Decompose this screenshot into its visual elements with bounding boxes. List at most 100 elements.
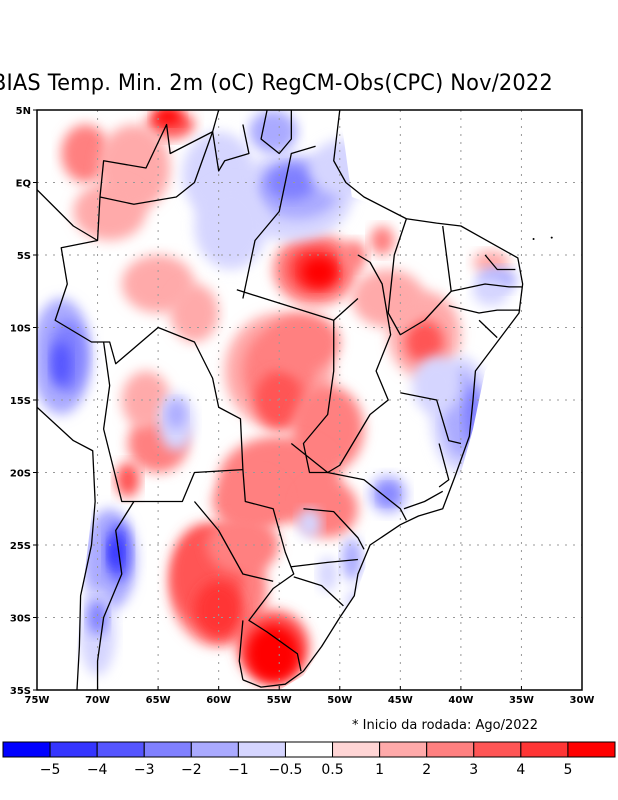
lat-tick-label: 35S [10, 686, 31, 697]
bias-contour [351, 269, 425, 328]
colorbar-box [237, 741, 286, 758]
bias-contour [317, 556, 338, 592]
bias-contour [212, 472, 286, 531]
graticule [37, 110, 582, 690]
pacific-coastline [37, 406, 96, 690]
atoll-das-rocas [550, 236, 553, 239]
atlantic-ocean [279, 110, 582, 690]
lat-tick-label: 20S [10, 469, 31, 480]
ms-sp-mg-border [290, 442, 407, 521]
uruguay-border [238, 620, 244, 680]
lon-tick-label: 35W [509, 695, 534, 706]
lon-tick-label: 55W [267, 695, 292, 706]
lat-tick-label: 10S [10, 324, 31, 335]
bias-contour [194, 182, 268, 270]
colorbar-box [190, 741, 239, 758]
brazil-western-border [54, 110, 302, 672]
colorbar-box [567, 741, 616, 758]
lat-tick-label: EQ [16, 179, 31, 190]
colorbar-label: −3 [134, 762, 155, 778]
guyana-border [211, 124, 250, 172]
goias-tocantins-borders [302, 254, 392, 474]
ma-pi-border [387, 218, 408, 336]
lat-tick-label: 30S [10, 614, 31, 625]
bias-contour [194, 581, 243, 640]
lat-tick-label: 5N [16, 106, 31, 117]
ba-mg-border [400, 392, 462, 445]
bias-contour [246, 624, 300, 683]
colorbar-label: 5 [563, 762, 572, 778]
pi-ce-ba-border [399, 225, 452, 336]
colorbar-box [143, 741, 192, 758]
lon-tick-label: 60W [206, 695, 231, 706]
bolivia-border [102, 341, 243, 503]
bias-contour [153, 110, 183, 125]
colorbar-label: −4 [87, 762, 108, 778]
bias-contour [166, 400, 186, 429]
colorbar-box [96, 741, 145, 758]
colorbar-label: −5 [40, 762, 61, 778]
bias-contour [115, 462, 140, 498]
colorbar-label: 4 [516, 762, 525, 778]
bias-contour [206, 516, 280, 574]
para-amazonas [242, 145, 316, 299]
bias-contour [297, 508, 322, 538]
colorbar-box [473, 741, 522, 758]
lon-tick-label: 75W [25, 695, 50, 706]
bias-contour [405, 320, 444, 364]
colorbar-label: 3 [469, 762, 478, 778]
bias-contour [378, 484, 398, 505]
colorbar-box [284, 741, 334, 758]
colorbar-label: −0.5 [268, 762, 302, 778]
colorbar-box [426, 741, 475, 758]
map-title: BIAS Temp. Min. 2m (oC) RegCM-Obs(CPC) N… [0, 70, 553, 96]
lat-tick-label: 25S [10, 541, 31, 552]
colorbar-box [2, 741, 51, 758]
bias-contour [302, 257, 337, 287]
colorbar-box [520, 741, 569, 758]
bias-contour [370, 226, 395, 255]
lon-tick-label: 45W [388, 695, 413, 706]
pacific-ocean [37, 407, 92, 690]
sc-rs-border [293, 576, 344, 607]
paraguay-border [193, 501, 274, 582]
rn-border [484, 254, 516, 271]
lon-tick-label: 65W [146, 695, 171, 706]
colorbar-label: 1 [375, 762, 384, 778]
amazonas-roraima [99, 131, 214, 205]
bias-contour [412, 356, 461, 415]
colombia-peru-border [37, 189, 98, 242]
bias-contour [342, 240, 367, 270]
axis-ticks: 75W 70W 65W 60W 55W 50W 45W 40W 35W 30W 5N EQ 5S 10S 1… [10, 106, 595, 706]
lon-tick-label: 70W [85, 695, 110, 706]
es-mg-border [438, 443, 450, 488]
colorbar-label: 0.5 [321, 762, 343, 778]
colorbar-box [379, 741, 428, 758]
colorbar-box [49, 741, 98, 758]
bias-contour [248, 110, 298, 154]
colorbar-label: −2 [181, 762, 202, 778]
fernando-de-noronha [532, 238, 535, 241]
lon-tick-label: 40W [448, 695, 473, 706]
al-se-border [478, 319, 498, 339]
lat-tick-label: 15S [10, 396, 31, 407]
colorbar-box [332, 741, 381, 758]
colorbar-label: −1 [228, 762, 249, 778]
colorbar-label: 2 [422, 762, 431, 778]
chile-argentina-border [96, 501, 135, 690]
brazil-coastline [242, 110, 524, 688]
run-start-note: * Inicio da rodada: Ago/2022 [352, 718, 539, 733]
lon-tick-label: 50W [327, 695, 352, 706]
ce-pb-pe-border [451, 283, 522, 292]
pe-al-border [448, 305, 521, 314]
rj-border [403, 490, 444, 510]
suriname-border [260, 110, 292, 155]
bias-contour [73, 182, 146, 241]
lat-tick-label: 5S [17, 251, 31, 262]
country-state-borders [37, 110, 553, 690]
sp-pr-border [303, 508, 365, 550]
pr-sc-border [291, 558, 359, 568]
bias-contour [51, 342, 71, 386]
